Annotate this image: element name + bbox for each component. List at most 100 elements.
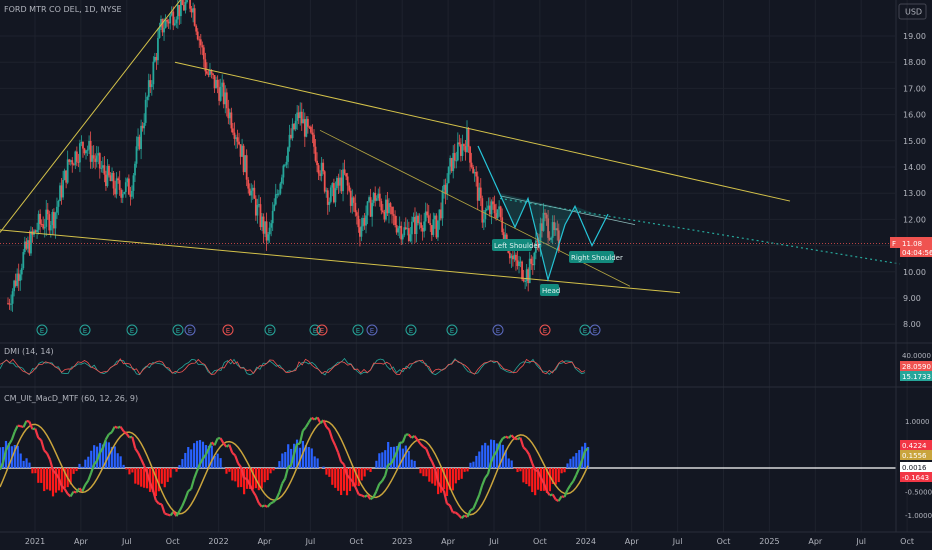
candle-body [354,202,357,213]
earnings-marker[interactable] [222,324,234,336]
candle-body [412,217,415,222]
price-tick-label: 12.00 [903,215,926,224]
candle-body [138,136,141,149]
macd-hist-bar [516,468,519,473]
head-shoulders-pattern[interactable] [477,145,610,282]
macd-line-segment [175,510,181,517]
macd-hist-bar [146,468,149,489]
macd-line-segment [342,464,348,476]
macd-line-segment [48,459,54,471]
macd-line-segment [349,477,354,483]
macd-line-segment [240,467,246,479]
candle-body [440,209,442,219]
earnings-marker[interactable] [264,324,276,336]
candle-body [553,222,556,231]
candle-body [82,141,84,149]
trendline-lower-channel[interactable] [0,229,681,294]
price-tick-label: 10.00 [903,268,926,277]
candle-body [196,31,199,40]
candle-body [192,8,195,13]
earnings-marker[interactable] [446,324,458,336]
earnings-marker-glyph: E [83,327,87,335]
earnings-marker[interactable] [539,324,551,336]
earnings-marker[interactable] [366,324,378,336]
candle-body [30,231,32,254]
macd-line-segment [419,443,425,448]
macd-line-segment [213,437,219,446]
earnings-marker[interactable] [589,324,601,336]
pattern-label-head[interactable]: Head [540,284,560,296]
earnings-marker[interactable] [184,324,196,336]
earnings-marker[interactable] [492,324,504,336]
candle-body [204,59,207,72]
macd-line-segment [87,472,93,482]
macd-line-segment [549,493,554,497]
earnings-marker-glyph: E [583,327,587,335]
macd-hist-bar [475,455,478,468]
candle-body [348,185,351,191]
pattern-label-left-shoulder[interactable]: Left Shoulder [492,239,541,251]
dmi-pane[interactable] [0,357,586,376]
macd-hist-bar [160,468,163,484]
candle-body [232,128,234,133]
macd-hist-bar [375,460,378,468]
macd-hist-bar [184,452,187,468]
trendline-rising[interactable] [0,0,185,233]
macd-hist-bar [525,468,528,485]
macd-hist-bar [381,452,384,468]
earnings-marker[interactable] [352,324,364,336]
candle-body [53,211,55,229]
macd-hist-bar [96,446,99,468]
macd-hist-bar [231,468,234,481]
earnings-marker[interactable] [309,324,321,336]
earnings-marker[interactable] [36,324,48,336]
candle-body [512,255,514,260]
pattern-neckline[interactable] [499,195,636,226]
macd-line-segment [28,421,34,430]
macd-line-segment [387,462,392,466]
candle-body [544,212,546,215]
earnings-marker[interactable] [316,324,328,336]
macd-line-segment [469,507,474,512]
candle-body [147,80,150,97]
candle-body [112,172,115,189]
trendline-upper-channel[interactable] [174,61,791,202]
countdown: 04:04:56 [902,249,932,257]
macd-hist-bar [110,446,113,468]
candle-body [522,279,525,282]
macd-line-segment [54,472,60,479]
macd-hist-bar [366,468,369,471]
macd-pane[interactable] [0,416,896,519]
macd-line-segment [311,416,316,421]
macd-line-segment [401,434,407,443]
candle-body [420,222,422,228]
candle-body [365,215,367,226]
macd-hist-bar [363,468,366,477]
pattern-label-right-shoulder[interactable]: Right Shoulder [569,251,623,263]
earnings-marker[interactable] [172,324,184,336]
macd-hist-bar [272,468,275,471]
pattern-zigzag[interactable] [477,145,609,282]
macd-hist-bar [51,468,55,497]
price-candles[interactable] [7,0,560,312]
macd-hist-bar [487,445,490,468]
macd-hist-bar [440,468,443,493]
candle-body [94,158,97,162]
macd-hist-bar [307,447,310,468]
candle-body [443,184,445,190]
earnings-marker[interactable] [79,324,91,336]
candle-body [342,169,344,192]
earnings-marker[interactable] [405,324,417,336]
macd-line-segment [148,481,154,491]
earnings-marker-glyph: E [176,327,180,335]
currency-box[interactable] [898,3,927,20]
macd-line-segment [10,431,16,441]
macd-hist-bar [260,468,263,489]
macd-hist-bar [354,468,357,486]
candle-body [271,210,274,224]
macd-line-segment [122,430,128,435]
earnings-marker[interactable] [126,324,138,336]
macd-hist-bar [19,453,22,468]
